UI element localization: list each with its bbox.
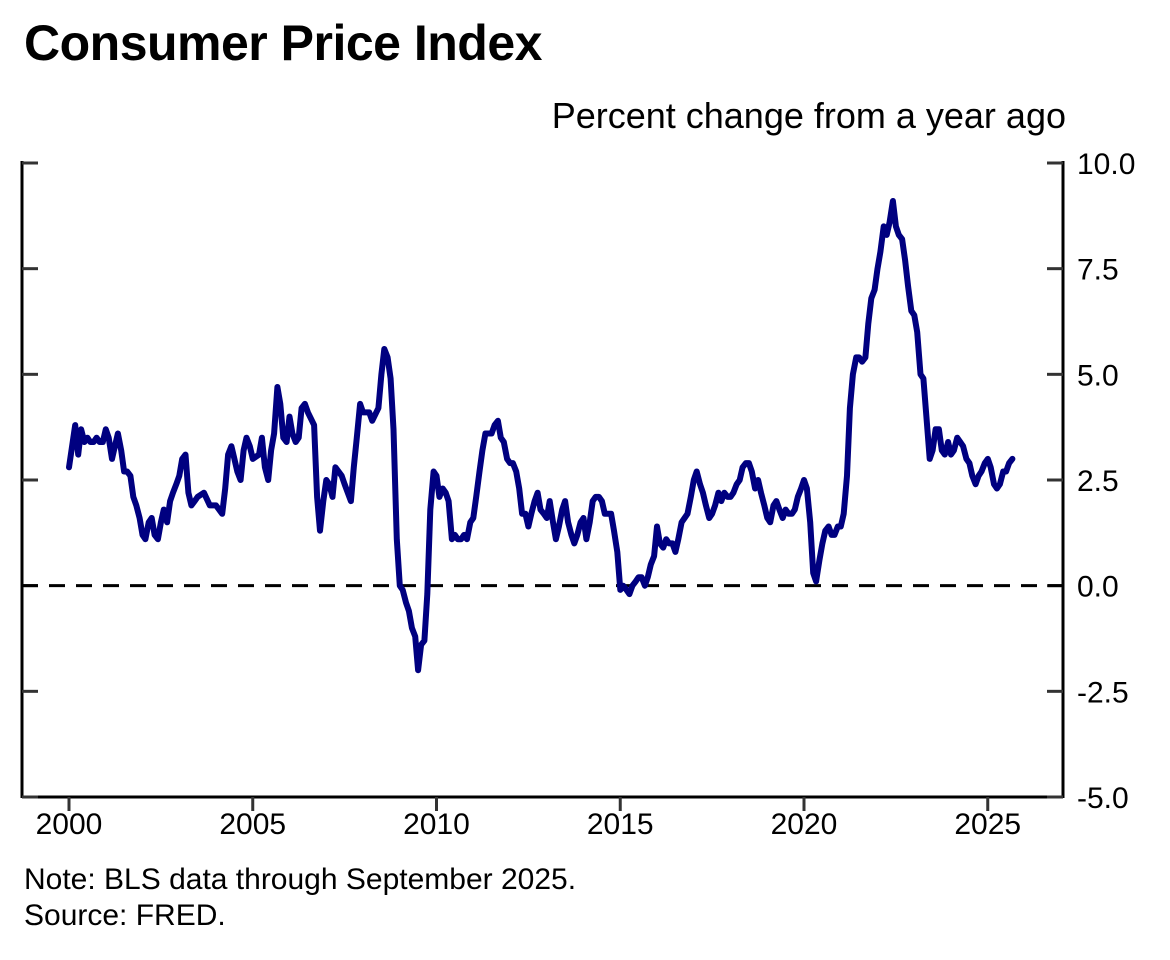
x-tick-label: 2005 <box>219 808 286 841</box>
data-note: Note: BLS data through September 2025. <box>24 863 577 896</box>
tick-labels: 10.0 7.5 5.0 2.5 0.0 -2.5 -5.0 2000 2005 2010 2015… <box>36 148 1136 841</box>
y-tick-label: -5.0 <box>1077 782 1129 815</box>
y-tick-label: 5.0 <box>1077 359 1119 392</box>
source-note: Source: FRED. <box>24 899 226 932</box>
y-tick-label: 10.0 <box>1077 148 1135 181</box>
x-tick-label: 2025 <box>954 808 1021 841</box>
x-tick-label: 2000 <box>36 808 103 841</box>
y-tick-label: 7.5 <box>1077 254 1119 287</box>
y-tick-label: 0.0 <box>1077 571 1119 604</box>
x-tick-label: 2010 <box>403 808 470 841</box>
chart-subtitle: Percent change from a year ago <box>551 95 1066 136</box>
series-group <box>66 198 1016 674</box>
x-tick-label: 2020 <box>771 808 838 841</box>
chart-notes: Note: BLS data through September 2025. S… <box>24 862 576 934</box>
y-tick-label: -2.5 <box>1077 676 1129 709</box>
cpi-series-line <box>66 198 1016 674</box>
axes <box>20 161 1065 811</box>
x-tick-label: 2015 <box>587 808 654 841</box>
chart-title: Consumer Price Index <box>24 15 542 71</box>
y-tick-label: 2.5 <box>1077 465 1119 498</box>
